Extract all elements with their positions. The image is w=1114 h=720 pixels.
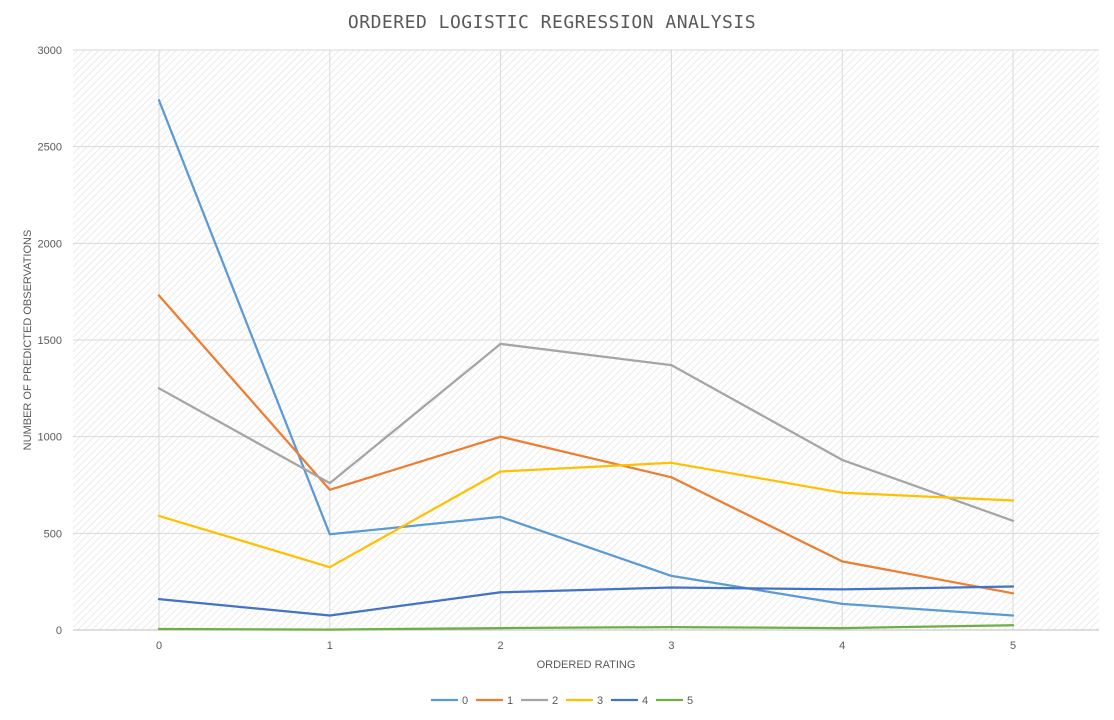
legend-label: 1: [507, 695, 513, 707]
legend-item-3: 3: [566, 695, 603, 707]
data-point-series-1: [841, 560, 844, 563]
data-point-series-3: [499, 470, 502, 473]
data-point-series-2: [158, 387, 160, 390]
y-axis-title: NUMBER OF PREDICTED OBSERVATIONS: [22, 230, 34, 451]
chart-title: ORDERED LOGISTIC REGRESSION ANALYSIS: [348, 12, 756, 33]
data-point-series-3: [670, 461, 673, 464]
data-point-series-2: [1012, 519, 1014, 522]
data-point-series-4: [158, 598, 160, 601]
y-tick-label: 1500: [38, 335, 62, 347]
y-tick-label: 2500: [38, 142, 62, 154]
legend-item-1: 1: [476, 695, 513, 707]
y-tick-label: 2000: [38, 238, 62, 250]
x-tick-label: 3: [668, 640, 674, 652]
x-tick-label: 5: [1010, 640, 1016, 652]
series-layer: [157, 99, 1015, 631]
y-tick-label: 3000: [38, 45, 62, 57]
x-axis: 0 1 2 3 4 5: [156, 640, 1016, 652]
data-point-series-3: [158, 514, 160, 517]
data-point-series-4: [328, 614, 331, 617]
y-tick-label: 1000: [38, 432, 62, 444]
data-point-series-5: [158, 628, 160, 631]
data-point-series-0: [1012, 614, 1014, 617]
data-point-series-5: [328, 628, 331, 631]
data-point-series-5: [1012, 624, 1014, 627]
data-point-series-0: [328, 533, 331, 536]
data-point-series-0: [841, 602, 844, 605]
data-point-series-5: [499, 627, 502, 630]
series-line-0: [157, 99, 1015, 617]
data-point-series-3: [1012, 499, 1014, 502]
legend: 0 1 2 3 4 5: [431, 695, 693, 707]
data-point-series-1: [328, 488, 331, 491]
data-point-series-2: [328, 482, 331, 485]
legend-label: 5: [687, 695, 693, 707]
data-point-series-4: [841, 588, 844, 591]
data-point-series-1: [499, 435, 502, 438]
x-tick-label: 1: [327, 640, 333, 652]
x-tick-label: 0: [156, 640, 162, 652]
series-line-4: [157, 585, 1015, 617]
legend-label: 3: [597, 695, 603, 707]
data-point-series-4: [499, 591, 502, 594]
legend-item-5: 5: [656, 695, 693, 707]
y-tick-label: 0: [56, 625, 62, 637]
data-point-series-2: [841, 458, 844, 461]
legend-item-2: 2: [521, 695, 558, 707]
series-line-1: [157, 294, 1015, 595]
data-point-series-5: [670, 626, 673, 629]
y-axis: 0 500 1000 1500 2000 2500 3000: [38, 45, 62, 637]
legend-item-0: 0: [431, 695, 468, 707]
x-tick-label: 4: [839, 640, 845, 652]
data-point-series-3: [328, 566, 331, 569]
data-point-series-0: [499, 515, 502, 518]
data-point-series-2: [499, 342, 502, 345]
legend-label: 0: [462, 695, 468, 707]
x-axis-title: ORDERED RATING: [537, 659, 636, 671]
data-point-series-4: [670, 586, 673, 589]
data-point-series-5: [841, 627, 844, 630]
series-line-3: [157, 461, 1015, 569]
x-tick-label: 2: [498, 640, 504, 652]
data-point-series-3: [841, 491, 844, 494]
legend-item-4: 4: [611, 695, 648, 707]
data-point-series-1: [670, 476, 673, 479]
data-point-series-0: [670, 574, 673, 577]
data-point-series-4: [1012, 585, 1014, 588]
series-line-5: [157, 624, 1015, 631]
legend-label: 2: [552, 695, 558, 707]
series-line-2: [157, 342, 1015, 522]
data-point-series-0: [158, 99, 160, 102]
data-point-series-1: [1012, 592, 1014, 595]
data-point-series-1: [158, 294, 160, 297]
data-point-series-2: [670, 364, 673, 367]
legend-label: 4: [642, 695, 648, 707]
y-tick-label: 500: [44, 528, 62, 540]
